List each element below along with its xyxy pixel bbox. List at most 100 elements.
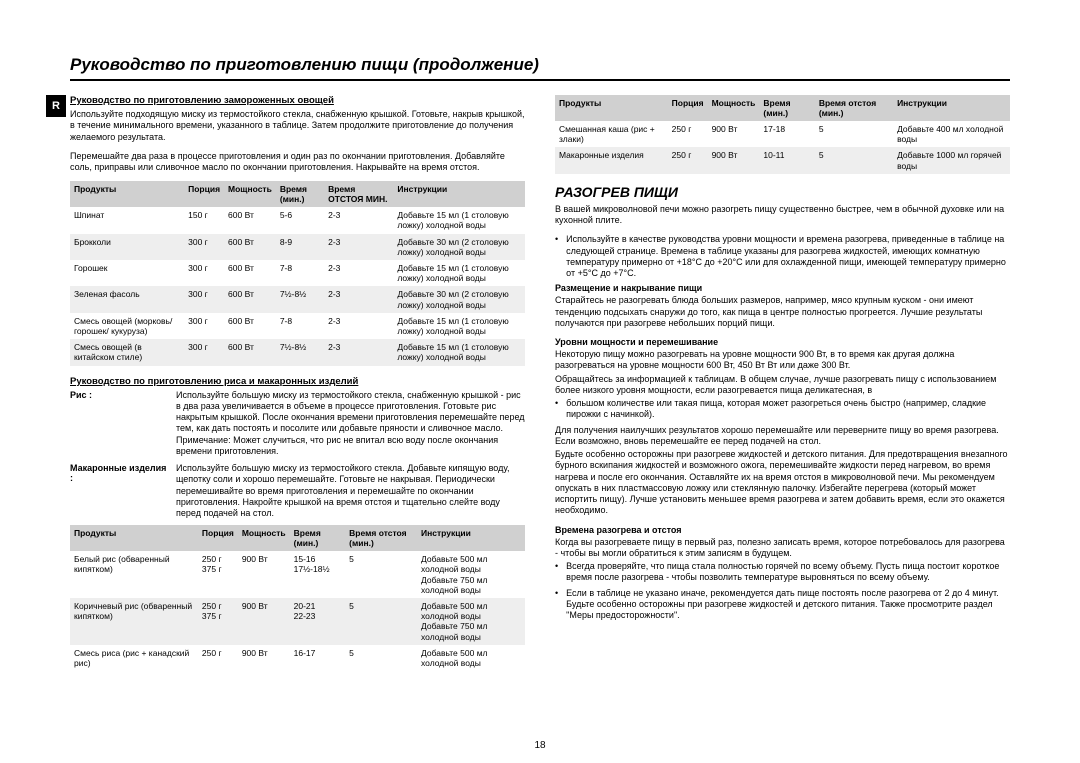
table-cell: Добавьте 400 мл холодной воды [893, 121, 1010, 147]
t2-h0: Продукты [70, 525, 198, 551]
left-column: R Руководство по приготовлению заморожен… [70, 95, 525, 681]
table-cell: 150 г [184, 207, 224, 233]
t1-h0: Продукты [70, 181, 184, 207]
table-cell: 300 г [184, 234, 224, 260]
table-cell: Смесь овощей (морковь/ горошек/ кукуруза… [70, 313, 184, 339]
t1-h4: Время ОТСТОЯ МИН. [324, 181, 393, 207]
table-cell: Добавьте 15 мл (1 столовую ложку) холодн… [393, 339, 525, 365]
table-cell: Смесь овощей (в китайском стиле) [70, 339, 184, 365]
table-cell: 2-3 [324, 207, 393, 233]
rice-note-inner: Примечание: Может случиться, что рис не … [176, 435, 498, 456]
table-cell: Добавьте 500 мл холодной водыДобавьте 75… [417, 551, 525, 598]
table-cell: Белый рис (обваренный кипятком) [70, 551, 198, 598]
top-right-table: Продукты Порция Мощность Время (мин.) Вр… [555, 95, 1010, 174]
table-cell: Добавьте 500 мл холодной водыДобавьте 75… [417, 598, 525, 645]
bullet-text-1: Используйте в качестве руководства уровн… [566, 234, 1010, 279]
table-cell: Добавьте 500 мл холодной воды [417, 645, 525, 671]
table-cell: 300 г [184, 339, 224, 365]
table-cell: Добавьте 15 мл (1 столовую ложку) холодн… [393, 207, 525, 233]
table-cell: 600 Вт [224, 234, 276, 260]
t3-h1: Порция [668, 95, 708, 121]
table-cell: 900 Вт [238, 645, 290, 671]
times-heading: Времена разогрева и отстоя [555, 525, 1010, 535]
t3-h2: Мощность [708, 95, 760, 121]
table-cell: 2-3 [324, 313, 393, 339]
table-cell: 2-3 [324, 339, 393, 365]
table-cell: 600 Вт [224, 313, 276, 339]
table-cell: Добавьте 15 мл (1 столовую ложку) холодн… [393, 260, 525, 286]
table-cell: 2-3 [324, 286, 393, 312]
t2-h1: Порция [198, 525, 238, 551]
veg-heading: Руководство по приготовлению замороженны… [70, 95, 525, 106]
power-heading: Уровни мощности и перемешивание [555, 337, 1010, 347]
rice-note-row: Рис : Используйте большую миску из термо… [70, 390, 525, 458]
t3-h4: Время отстоя (мин.) [815, 95, 893, 121]
pasta-label: Макаронные изделия : [70, 463, 170, 519]
table-cell: 250 г375 г [198, 551, 238, 598]
pasta-text: Используйте большую миску из термостойко… [176, 463, 525, 519]
table-row: Брокколи300 г600 Вт8-92-3Добавьте 30 мл … [70, 234, 525, 260]
table-cell: 300 г [184, 313, 224, 339]
power-para-3: Для получения наилучших результатов хоро… [555, 425, 1010, 448]
placement-heading: Размещение и накрывание пищи [555, 283, 1010, 293]
power-para-2: Обращайтесь за информацией к таблицам. В… [555, 374, 1010, 397]
table-cell: 5 [345, 598, 417, 645]
table-cell: 900 Вт [708, 121, 760, 147]
table-cell: Шпинат [70, 207, 184, 233]
bullet-dot-3: • [555, 561, 558, 584]
t3-h5: Инструкции [893, 95, 1010, 121]
table-row: Белый рис (обваренный кипятком)250 г375 … [70, 551, 525, 598]
vegetables-table: Продукты Порция Мощность Время (мин.) Вр… [70, 181, 525, 365]
table-cell: 15-1617½-18½ [290, 551, 346, 598]
table-cell: 20-2122-23 [290, 598, 346, 645]
table-cell: 7½-8½ [276, 286, 324, 312]
table-row: Макаронные изделия250 г900 Вт10-115Добав… [555, 147, 1010, 173]
bullet-text-4: Если в таблице не указано иначе, рекомен… [566, 588, 1010, 622]
table-cell: Брокколи [70, 234, 184, 260]
bullet-fast: • большом количестве или такая пища, кот… [555, 398, 1010, 421]
table-cell: Добавьте 1000 мл горячей воды [893, 147, 1010, 173]
table-cell: 5 [815, 147, 893, 173]
table-cell: Коричневый рис (обваренный кипятком) [70, 598, 198, 645]
table-cell: Смешанная каша (рис + злаки) [555, 121, 668, 147]
table-cell: 8-9 [276, 234, 324, 260]
table-row: Смесь риса (рис + канадский рис)250 г900… [70, 645, 525, 671]
table-cell: 2-3 [324, 260, 393, 286]
table-cell: 250 г [198, 645, 238, 671]
t2-h5: Инструкции [417, 525, 525, 551]
r-badge: R [46, 95, 66, 117]
veg-para-1: Используйте подходящую миску из термосто… [70, 109, 525, 143]
table-cell: 5 [345, 551, 417, 598]
table-cell: Горошек [70, 260, 184, 286]
bullet-dot-2: • [555, 398, 558, 421]
table-row: Шпинат150 г600 Вт5-62-3Добавьте 15 мл (1… [70, 207, 525, 233]
table-row: Смесь овощей (морковь/ горошек/ кукуруза… [70, 313, 525, 339]
table-cell: Макаронные изделия [555, 147, 668, 173]
table-cell: 250 г [668, 147, 708, 173]
t3-h3: Время (мин.) [759, 95, 814, 121]
table-cell: Добавьте 30 мл (2 столовую ложку) холодн… [393, 234, 525, 260]
table-row: Зеленая фасоль300 г600 Вт7½-8½2-3Добавьт… [70, 286, 525, 312]
table-cell: Добавьте 30 мл (2 столовую ложку) холодн… [393, 286, 525, 312]
bullet-text-3: Всегда проверяйте, что пища стала полнос… [566, 561, 1010, 584]
table-cell: 600 Вт [224, 286, 276, 312]
table-cell: 300 г [184, 260, 224, 286]
reheat-intro: В вашей микроволновой печи можно разогре… [555, 204, 1010, 227]
table-row: Коричневый рис (обваренный кипятком)250 … [70, 598, 525, 645]
t2-h4: Время отстоя (мин.) [345, 525, 417, 551]
table-cell: 900 Вт [238, 551, 290, 598]
table-cell: 600 Вт [224, 207, 276, 233]
t1-h3: Время (мин.) [276, 181, 324, 207]
rice-table: Продукты Порция Мощность Время (мин.) Вр… [70, 525, 525, 671]
table-row: Смешанная каша (рис + злаки)250 г900 Вт1… [555, 121, 1010, 147]
table-cell: 600 Вт [224, 339, 276, 365]
table-cell: Добавьте 15 мл (1 столовую ложку) холодн… [393, 313, 525, 339]
table-cell: 250 г [668, 121, 708, 147]
page-title: Руководство по приготовлению пищи (продо… [70, 55, 1010, 81]
power-para-4: Будьте особенно осторожны при разогреве … [555, 449, 1010, 517]
bullet-conditions: • Используйте в качестве руководства уро… [555, 234, 1010, 279]
bullet-text-2: большом количестве или такая пища, котор… [566, 398, 1010, 421]
table-cell: 900 Вт [238, 598, 290, 645]
times-para: Когда вы разогреваете пищу в первый раз,… [555, 537, 1010, 560]
table-cell: 900 Вт [708, 147, 760, 173]
